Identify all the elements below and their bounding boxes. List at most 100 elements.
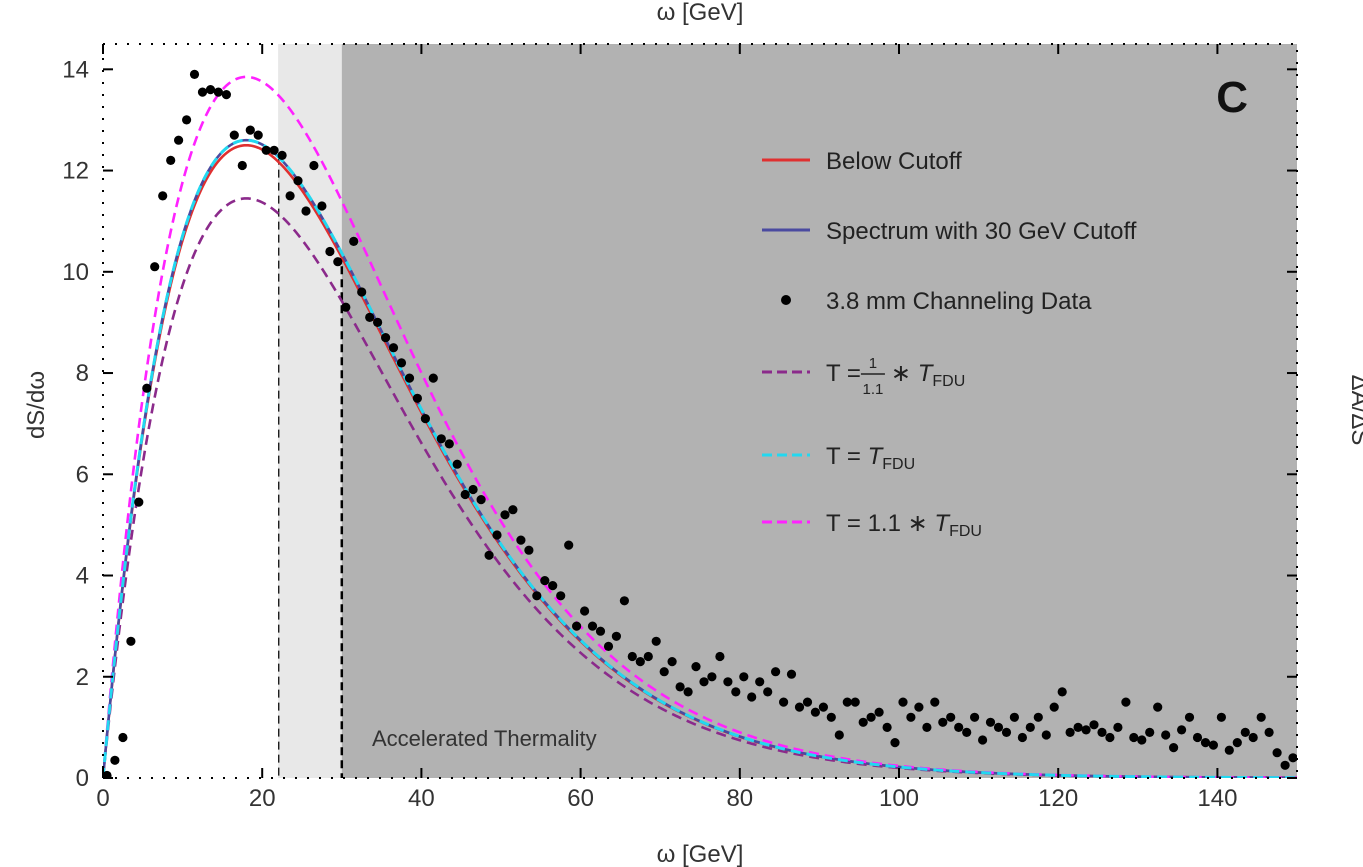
data-point bbox=[850, 697, 860, 707]
data-point bbox=[396, 358, 407, 368]
data-point bbox=[1248, 732, 1258, 743]
legend-entry-data: 3.8 mm Channeling Data bbox=[781, 288, 1092, 315]
data-point bbox=[786, 669, 797, 679]
data-point bbox=[166, 155, 176, 165]
data-point bbox=[373, 317, 383, 327]
data-point bbox=[325, 246, 335, 257]
y-tick-label: 2 bbox=[76, 664, 89, 691]
data-point bbox=[508, 505, 518, 515]
data-point bbox=[611, 631, 622, 641]
legend-label: T = bbox=[826, 360, 861, 387]
data-point bbox=[898, 697, 908, 707]
legend-label: Spectrum with 30 GeV Cutoff bbox=[826, 218, 1137, 245]
y-tick-label: 12 bbox=[62, 158, 89, 185]
data-point bbox=[993, 722, 1004, 733]
x-tick-label: 80 bbox=[726, 785, 753, 812]
data-point bbox=[1033, 712, 1043, 722]
data-point bbox=[556, 591, 566, 601]
data-point bbox=[603, 641, 614, 652]
data-point bbox=[1224, 745, 1234, 755]
x-tick-label: 60 bbox=[567, 785, 594, 812]
data-point bbox=[763, 687, 773, 697]
data-point bbox=[1073, 722, 1083, 733]
x-tick-label: 20 bbox=[249, 785, 276, 812]
data-point bbox=[1153, 702, 1163, 712]
legend-marker bbox=[781, 295, 791, 305]
data-point bbox=[1216, 712, 1226, 722]
data-point bbox=[245, 125, 255, 135]
data-point bbox=[221, 90, 231, 100]
data-point bbox=[810, 707, 821, 717]
legend-label: T = TFDU bbox=[826, 443, 915, 473]
data-point bbox=[1200, 738, 1211, 748]
data-point bbox=[866, 712, 876, 722]
data-point bbox=[1009, 712, 1020, 722]
data-point bbox=[978, 735, 988, 745]
data-point bbox=[572, 621, 582, 631]
legend-label: 3.8 mm Channeling Data bbox=[826, 288, 1092, 315]
below-cutoff-area bbox=[103, 140, 279, 778]
y-tick-label: 8 bbox=[76, 360, 89, 387]
data-point bbox=[1280, 760, 1290, 770]
data-point bbox=[675, 682, 685, 692]
data-point bbox=[1137, 735, 1147, 745]
data-point bbox=[1049, 702, 1059, 712]
y-tick-label: 0 bbox=[76, 765, 89, 792]
data-point bbox=[1001, 727, 1012, 738]
data-point bbox=[1065, 727, 1075, 738]
data-point bbox=[651, 636, 661, 646]
legend-entry-t11: T = 1.1 ∗ TFDU bbox=[762, 510, 982, 540]
data-point bbox=[388, 343, 399, 353]
data-point bbox=[564, 540, 574, 550]
data-point bbox=[357, 287, 367, 297]
data-point bbox=[715, 651, 725, 662]
y-axis-label: dS/dω bbox=[23, 371, 50, 439]
legend-frac-num: 1 bbox=[869, 355, 877, 372]
data-point bbox=[253, 130, 263, 140]
data-point bbox=[492, 530, 502, 540]
data-point bbox=[1240, 727, 1250, 738]
data-point bbox=[317, 201, 327, 211]
cutoff-lines bbox=[276, 156, 344, 778]
data-point bbox=[906, 712, 916, 722]
data-point bbox=[110, 755, 120, 765]
data-point bbox=[548, 581, 558, 591]
data-point bbox=[970, 712, 980, 722]
data-point bbox=[269, 145, 279, 155]
panel-label: C bbox=[1216, 73, 1248, 122]
data-point bbox=[150, 262, 160, 272]
data-point bbox=[365, 312, 375, 322]
legend-entry-t09: T = 1 1.1 ∗ TFDU bbox=[762, 355, 965, 398]
data-point bbox=[818, 702, 829, 712]
shaded-regions bbox=[278, 44, 1297, 778]
data-point bbox=[412, 393, 422, 403]
data-point bbox=[587, 621, 598, 631]
data-point bbox=[890, 738, 900, 748]
data-point bbox=[182, 115, 192, 125]
data-point bbox=[213, 87, 223, 97]
data-point bbox=[1057, 687, 1067, 697]
top-x-axis-label: ω [GeV] bbox=[657, 0, 744, 26]
data-point bbox=[771, 667, 781, 677]
data-point bbox=[1264, 727, 1274, 738]
data-point bbox=[1089, 720, 1099, 730]
shaded-region-0 bbox=[278, 44, 342, 778]
data-point bbox=[747, 692, 757, 702]
data-point bbox=[755, 677, 765, 687]
y-tick-label: 6 bbox=[76, 461, 89, 488]
data-point bbox=[922, 722, 932, 733]
legend-entry-spectrum: Spectrum with 30 GeV Cutoff bbox=[762, 218, 1137, 245]
axis-ticks bbox=[102, 44, 1297, 779]
data-point bbox=[946, 712, 956, 722]
data-point bbox=[985, 717, 996, 727]
legend-label: Below Cutoff bbox=[826, 148, 962, 175]
data-point bbox=[826, 712, 836, 722]
data-point bbox=[500, 510, 510, 520]
curve-t10 bbox=[103, 138, 1297, 778]
data-point bbox=[723, 677, 733, 687]
data-point bbox=[1097, 727, 1107, 738]
data-point bbox=[938, 717, 948, 727]
data-point bbox=[691, 662, 701, 672]
data-point bbox=[731, 687, 741, 697]
data-point bbox=[1161, 730, 1171, 740]
